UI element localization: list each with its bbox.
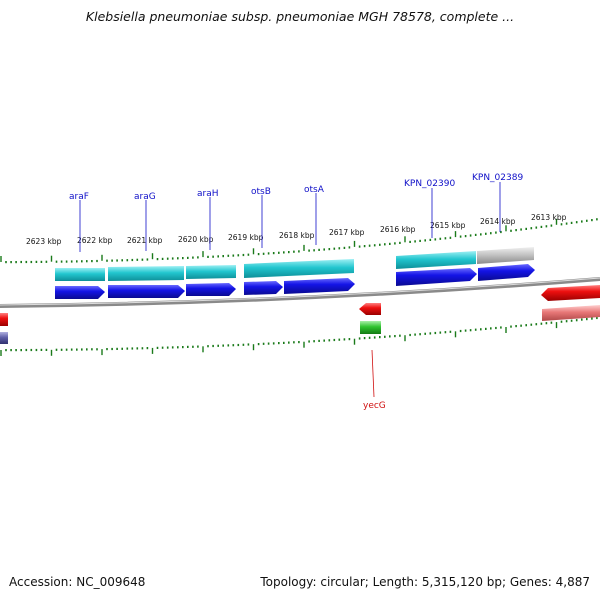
- position-label: 2619 kbp: [228, 233, 264, 242]
- gene-label-araG[interactable]: araG: [134, 192, 156, 202]
- position-label: 2618 kbp: [279, 231, 315, 240]
- position-label: 2622 kbp: [77, 236, 113, 245]
- chromosome-backbone: [0, 277, 600, 308]
- gene-label-araF[interactable]: araF: [69, 192, 89, 202]
- reverse-gene-right[interactable]: [542, 305, 600, 321]
- cds-arrow-araH[interactable]: [186, 283, 236, 296]
- cds-arrow-araF[interactable]: [55, 286, 105, 299]
- reverse-cds-left[interactable]: [0, 313, 8, 326]
- accession-label: Accession: NC_009648: [9, 575, 146, 589]
- position-label: 2615 kbp: [430, 221, 466, 230]
- position-label: 2613 kbp: [531, 213, 567, 222]
- leader-line: [371, 349, 375, 398]
- position-labels: 2623 kbp 2622 kbp 2621 kbp 2620 kbp 2619…: [26, 213, 567, 246]
- forward-cds-row: [55, 264, 535, 299]
- genome-map[interactable]: 2623 kbp 2622 kbp 2621 kbp 2620 kbp 2619…: [0, 0, 600, 560]
- gene-label-yecG[interactable]: yecG: [363, 401, 386, 411]
- forward-gene-row: [55, 247, 534, 281]
- gene-bar-araH[interactable]: [186, 265, 236, 279]
- genome-summary: Topology: circular; Length: 5,315,120 bp…: [260, 575, 590, 589]
- gene-label-KPN_02389[interactable]: KPN_02389: [472, 173, 523, 183]
- upper-tick-row: [0, 218, 598, 264]
- position-label: 2623 kbp: [26, 237, 62, 246]
- position-label: 2617 kbp: [329, 228, 365, 237]
- cds-arrow-yecG[interactable]: [359, 303, 381, 315]
- gene-bar-yecG[interactable]: [360, 321, 381, 334]
- lower-gene-labels: yecG: [363, 349, 386, 411]
- gene-bar-araF[interactable]: [55, 268, 105, 281]
- cds-arrow-araG[interactable]: [108, 285, 185, 298]
- upper-gene-labels: araF araG araH otsB otsA KPN_02390 KPN_0…: [69, 173, 523, 252]
- position-label: 2616 kbp: [380, 225, 416, 234]
- cds-arrow-otsB[interactable]: [244, 281, 283, 295]
- gene-bar-araG[interactable]: [108, 266, 184, 281]
- cds-arrow-KPN_02390[interactable]: [396, 268, 477, 286]
- gene-label-KPN_02390[interactable]: KPN_02390: [404, 179, 455, 189]
- cds-arrow-otsA[interactable]: [284, 278, 355, 294]
- gene-label-araH[interactable]: araH: [197, 189, 219, 199]
- gene-bar-KPN_02390[interactable]: [396, 251, 476, 269]
- reverse-feature-row: [0, 285, 600, 344]
- reverse-gene-left[interactable]: [0, 332, 8, 344]
- position-label: 2614 kbp: [480, 217, 516, 226]
- position-label: 2620 kbp: [178, 235, 214, 244]
- gene-label-otsA[interactable]: otsA: [304, 185, 325, 195]
- map-title: Klebsiella pneumoniae subsp. pneumoniae …: [85, 9, 515, 24]
- cds-arrow-KPN_02389[interactable]: [478, 264, 535, 281]
- reverse-cds-right[interactable]: [541, 285, 600, 301]
- gene-label-otsB[interactable]: otsB: [251, 187, 271, 197]
- position-label: 2621 kbp: [127, 236, 163, 245]
- gene-bar-otsB-otsA[interactable]: [244, 259, 354, 278]
- gene-bar-KPN_02389[interactable]: [477, 247, 534, 264]
- lower-tick-row: [0, 316, 598, 356]
